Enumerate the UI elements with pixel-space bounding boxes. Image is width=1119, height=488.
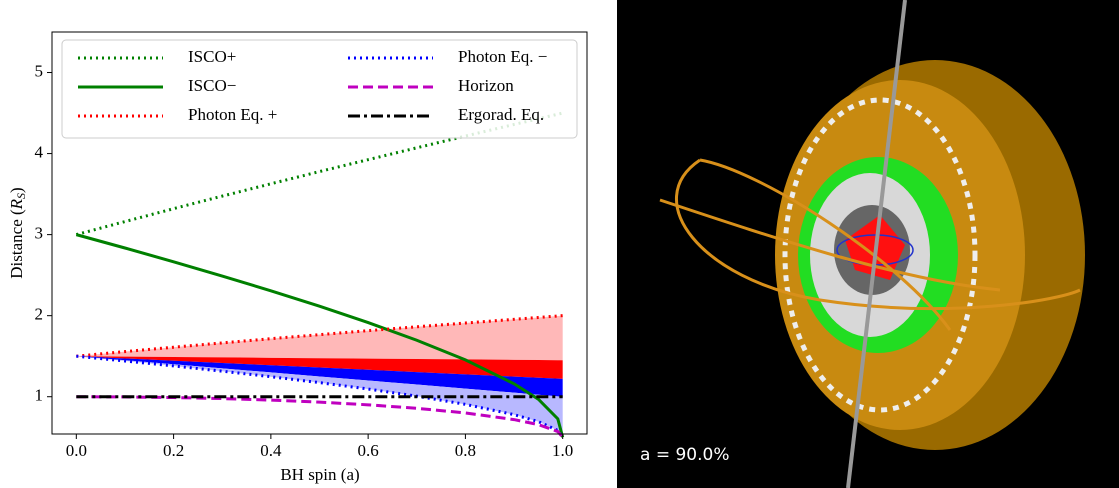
x-axis-label: BH spin (a) — [280, 465, 359, 484]
y-tick-label: 2 — [35, 305, 44, 324]
band — [76, 356, 563, 438]
plot-frame — [51, 31, 588, 435]
y-label-part: ) — [7, 187, 26, 193]
legend-label: Horizon — [458, 76, 514, 95]
y-label-part: Distance ( — [7, 209, 26, 279]
y-tick-label: 4 — [35, 142, 44, 161]
white-ring — [782, 97, 978, 413]
legend: ISCO+ ISCO− Photon Eq. + Photon Eq. − Horizo… — [61, 39, 578, 139]
render-label: a = 90.0% — [640, 445, 729, 465]
x-tick-label: 0.2 — [163, 441, 184, 460]
y-tick-label: 3 — [35, 224, 44, 243]
legend-label: Photon Eq. + — [188, 105, 277, 124]
series-line — [76, 354, 564, 439]
legend-label: ISCO− — [188, 76, 236, 95]
x-tick-label: 0.0 — [66, 441, 87, 460]
x-tick-label: 0.6 — [358, 441, 379, 460]
x-tick-label: 0.8 — [455, 441, 476, 460]
legend-label: Photon Eq. − — [458, 47, 547, 66]
y-tick-label: 5 — [35, 61, 44, 80]
spin-axis — [846, 0, 907, 488]
legend-box — [61, 39, 578, 139]
orbit-path — [659, 158, 1081, 331]
x-tick-label: 0.4 — [260, 441, 282, 460]
y-label-part: R — [7, 198, 26, 210]
x-tick-label: 1.0 — [552, 441, 573, 460]
y-axis-label: Distance (RS) — [7, 187, 28, 278]
render-panel: a = 90.0% — [617, 0, 1119, 488]
y-label-part: S — [14, 193, 28, 199]
series-line — [75, 111, 564, 237]
y-tick-label: 1 — [35, 386, 44, 405]
series-line — [76, 314, 563, 358]
chart: 0.0 0.2 0.4 0.6 0.8 1.0 1 2 3 4 5 ISCO+ ISCO− Photon … — [35, 31, 588, 460]
legend-label: ISCO+ — [188, 47, 236, 66]
legend-label: Ergorad. Eq. — [458, 105, 544, 124]
series-line — [75, 233, 565, 438]
